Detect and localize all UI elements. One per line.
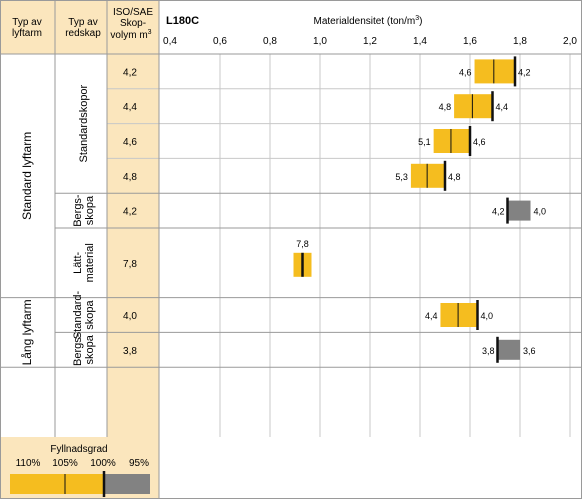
fill-range-bar — [497, 339, 520, 360]
bar-right-label: 4,8 — [448, 172, 461, 182]
x-tick-label: 1,2 — [363, 36, 377, 47]
bar-right-label: 3,6 — [523, 346, 536, 356]
x-tick-label: 1,4 — [413, 36, 427, 47]
header-volume-line1: ISO/SAE — [113, 7, 153, 18]
arm-type-label: Lång lyftarm — [20, 299, 34, 365]
x-tick-label: 0,8 — [263, 36, 277, 47]
axis-title: Materialdensitet (ton/m3) — [314, 15, 423, 27]
header-tool-type-line1: Typ av — [68, 17, 97, 28]
arm-type-label: Standard lyftarm — [20, 132, 34, 220]
fill-range-bar — [507, 200, 531, 221]
bar-left-label: 4,6 — [459, 67, 472, 77]
tool-type-label: Lätt- — [72, 251, 84, 273]
fill-range-bar — [410, 163, 445, 188]
bucket-volume-label: 3,8 — [123, 346, 137, 357]
bar-left-label: 4,2 — [492, 207, 505, 217]
x-tick-label: 1,8 — [513, 36, 527, 47]
fill-range-bar — [474, 59, 515, 84]
axis-title-sup: 3 — [415, 15, 419, 22]
header-volume-sup: 3 — [148, 29, 152, 36]
bucket-volume-label: 4,8 — [123, 172, 137, 183]
model-label: L180C — [166, 15, 199, 27]
bars: 4,6 4,2 4,8 4,4 5,1 4,6 5,3 4,8 4,2 4,0 7,8 4,4 4,0 3… — [293, 56, 547, 363]
x-tick-label: 0,6 — [213, 36, 227, 47]
bar-left-label: 4,4 — [425, 311, 438, 321]
legend-bar-gray — [104, 474, 150, 494]
tool-type-label: material — [84, 243, 96, 282]
legend-label-105: 105% — [52, 458, 78, 469]
legend-label-95: 95% — [129, 458, 149, 469]
fill-range-bar — [433, 129, 470, 153]
bucket-volume-label: 7,8 — [123, 259, 137, 270]
bar-right-label: 4,0 — [534, 207, 547, 217]
x-tick-label: 1,6 — [463, 36, 477, 47]
gridlines — [219, 54, 571, 437]
x-tick-label: 2,0 — [563, 36, 577, 47]
axis-title-end: ) — [419, 16, 422, 27]
legend-label-110: 110% — [16, 458, 41, 469]
bar-right-label: 4,4 — [496, 102, 509, 112]
header-bg-left — [0, 0, 159, 54]
bar-right-label: 4,0 — [481, 311, 494, 321]
bucket-volume-label: 4,4 — [123, 102, 137, 113]
legend-label-100: 100% — [90, 458, 116, 469]
header-tool-type-line2: redskap — [65, 28, 101, 39]
tool-type-label: skopa — [84, 299, 96, 329]
x-axis-ticks: 0,4 0,6 0,8 1,0 1,2 1,4 1,6 1,8 2,0 — [163, 36, 577, 47]
tool-type-label: Standard- — [72, 291, 84, 340]
bar-left-label: 4,8 — [439, 102, 452, 112]
bucket-volume-label: 4,2 — [123, 207, 137, 218]
bar-top-label: 7,8 — [296, 239, 309, 249]
tool-type-label: skopa — [84, 334, 96, 364]
legend-bar-yellow — [10, 474, 104, 494]
bar-right-label: 4,6 — [473, 137, 486, 147]
bar-left-label: 3,8 — [482, 346, 495, 356]
bucket-volume-label: 4,0 — [123, 311, 137, 322]
header-arm-type-line1: Typ av — [12, 17, 41, 28]
tool-type-label: skopa — [84, 195, 96, 225]
tool-type-label: Standardskopor — [78, 84, 90, 162]
tool-type-label: Bergs- — [72, 194, 84, 227]
header-volume-line2: Skop- — [120, 18, 146, 29]
bucket-volume-label: 4,2 — [123, 67, 137, 78]
header-volume-unit: volym m — [110, 30, 147, 41]
bar-right-label: 4,2 — [518, 67, 531, 77]
header-volume-line3: volym m3 — [110, 29, 151, 41]
bar-left-label: 5,3 — [395, 172, 408, 182]
header-arm-type-line2: lyftarm — [12, 28, 42, 39]
bucket-volume-label: 4,6 — [123, 137, 137, 148]
x-tick-label: 0,4 — [163, 36, 177, 47]
bar-left-label: 5,1 — [418, 137, 431, 147]
volume-column-bg — [107, 54, 159, 437]
fill-range-bar — [440, 303, 478, 327]
row-labels: Standardskopor 4,2 4,4 4,6 4,8 Bergs-skopa 4,2… — [20, 67, 137, 366]
tool-type-label: Bergs- — [72, 333, 84, 366]
fill-range-bar — [454, 94, 493, 119]
x-tick-label: 1,0 — [313, 36, 327, 47]
axis-title-main: Materialdensitet (ton/m — [314, 16, 416, 27]
legend-title: Fyllnadsgrad — [50, 444, 107, 455]
